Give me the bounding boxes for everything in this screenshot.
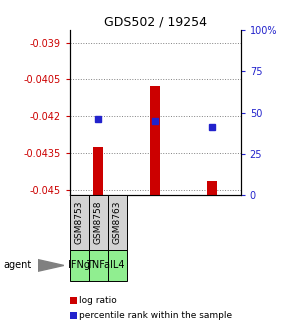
- Bar: [89, 250, 108, 281]
- Text: agent: agent: [3, 260, 31, 270]
- Bar: [108, 195, 127, 250]
- Text: GSM8758: GSM8758: [94, 201, 103, 244]
- Text: GSM8763: GSM8763: [113, 201, 122, 244]
- Bar: [207, 181, 217, 195]
- Bar: [108, 250, 127, 281]
- Text: IFNg: IFNg: [68, 260, 90, 270]
- Text: TNFa: TNFa: [86, 260, 110, 270]
- Text: percentile rank within the sample: percentile rank within the sample: [79, 311, 232, 320]
- Text: log ratio: log ratio: [79, 296, 117, 305]
- Bar: [70, 195, 89, 250]
- Text: IL4: IL4: [110, 260, 124, 270]
- Bar: [70, 250, 89, 281]
- Polygon shape: [38, 259, 64, 271]
- Text: GDS502 / 19254: GDS502 / 19254: [104, 15, 207, 28]
- Text: GSM8753: GSM8753: [75, 201, 84, 244]
- Bar: [150, 86, 160, 195]
- Bar: [89, 195, 108, 250]
- Bar: [93, 147, 103, 195]
